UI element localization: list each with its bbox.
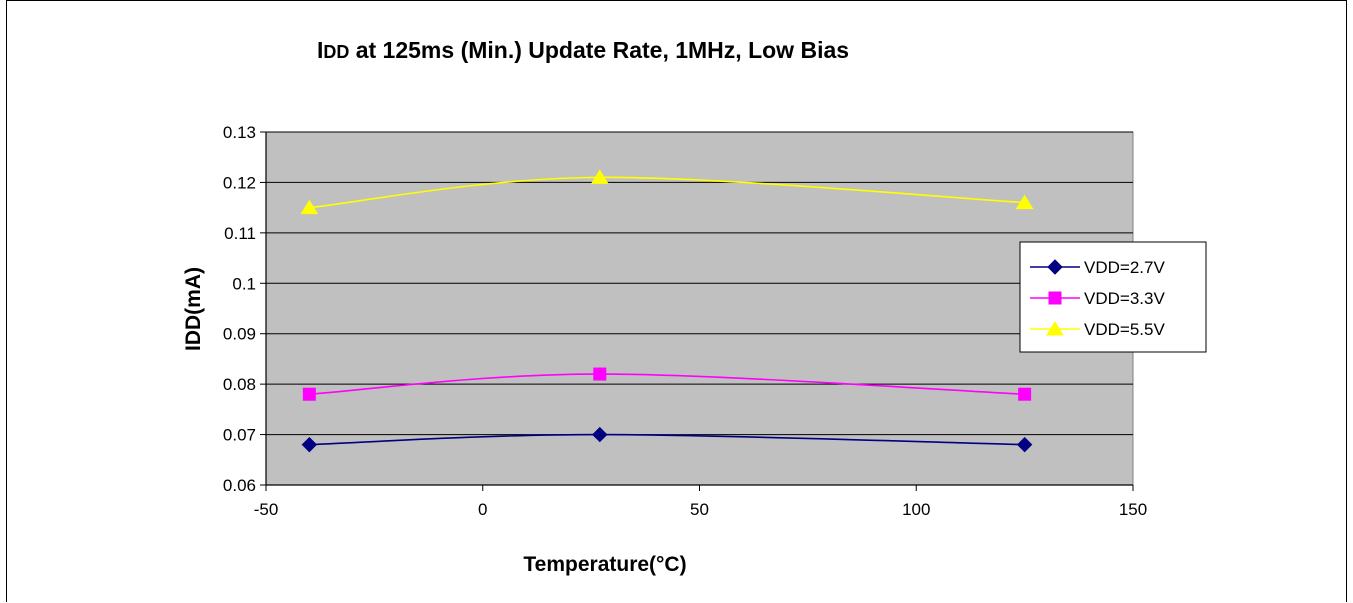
data-point xyxy=(1016,436,1033,453)
x-tick-label: -50 xyxy=(254,500,279,519)
legend-item: VDD=2.7V xyxy=(1030,258,1165,277)
data-point xyxy=(590,169,609,184)
series-2 xyxy=(302,367,1032,401)
series-1 xyxy=(301,426,1033,453)
series-group xyxy=(300,169,1034,453)
x-axis-label: Temperature(°C) xyxy=(523,553,686,576)
x-tick-label: 0 xyxy=(478,500,487,519)
legend-swatch-marker xyxy=(1046,321,1064,336)
y-tick-label: 0.11 xyxy=(224,224,256,243)
data-point xyxy=(300,199,319,215)
x-tick-label: 50 xyxy=(690,500,709,519)
legend-label: VDD=2.7V xyxy=(1084,258,1165,277)
legend-swatch-marker xyxy=(1047,259,1063,275)
legend-item: VDD=5.5V xyxy=(1030,320,1165,339)
series-line xyxy=(309,433,1025,446)
x-tick-label: 100 xyxy=(902,500,930,519)
y-tick-label: 0.08 xyxy=(223,375,256,394)
y-axis: 0.06 0.07 0.08 0.09 0.1 0.11 0.12 0.13 xyxy=(223,123,267,495)
y-tick-label: 0.07 xyxy=(223,426,256,445)
y-tick-label: 0.13 xyxy=(223,123,256,142)
data-point xyxy=(593,367,607,381)
chart-frame: IDD at 125ms (Min.) Update Rate, 1MHz, L… xyxy=(6,0,1347,602)
x-tick-label: 150 xyxy=(1119,500,1147,519)
data-point xyxy=(1018,387,1032,401)
y-tick-label: 0.06 xyxy=(223,476,256,495)
y-tick-label: 0.09 xyxy=(223,325,256,344)
y-tick-label: 0.1 xyxy=(232,274,256,293)
legend: VDD=2.7V VDD=3.3V VDD=5.5V xyxy=(1019,241,1207,353)
data-point xyxy=(1015,194,1034,210)
series-3 xyxy=(300,169,1034,215)
data-point xyxy=(592,426,608,443)
plot-area xyxy=(265,131,1134,486)
legend-swatch-marker xyxy=(1048,291,1062,305)
legend-item: VDD=3.3V xyxy=(1030,289,1165,308)
chart-title: IDD at 125ms (Min.) Update Rate, 1MHz, L… xyxy=(317,37,849,63)
series-line xyxy=(309,176,1025,209)
legend-label: VDD=5.5V xyxy=(1084,320,1165,339)
y-axis-label: IDD(mA) xyxy=(182,267,205,351)
legend-label: VDD=3.3V xyxy=(1084,289,1165,308)
data-point xyxy=(301,436,318,453)
data-point xyxy=(302,387,316,401)
x-axis: -50 0 50 100 150 xyxy=(254,484,1147,519)
chart: IDD at 125ms (Min.) Update Rate, 1MHz, L… xyxy=(182,37,1207,576)
y-tick-label: 0.12 xyxy=(223,173,256,192)
series-line xyxy=(309,373,1025,396)
